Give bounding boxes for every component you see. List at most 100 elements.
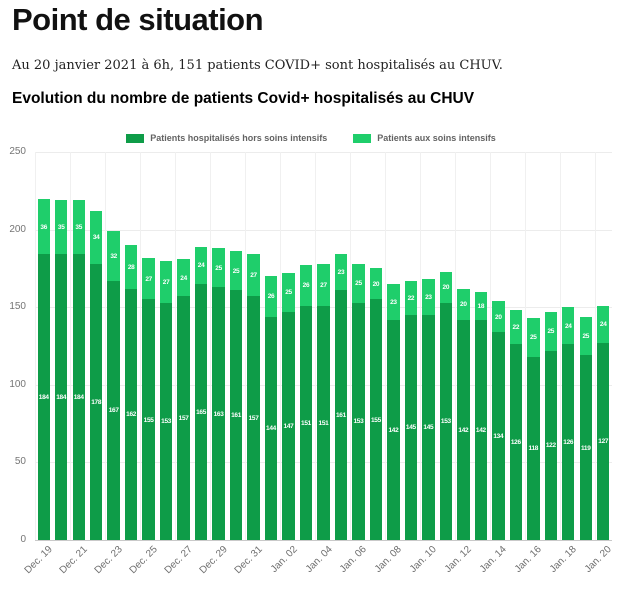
bar-segment-soins-intensifs[interactable] — [89, 210, 103, 264]
bar-value-label-si: 18 — [477, 302, 485, 310]
bar-value-label-hors-si: 127 — [598, 438, 609, 446]
bar-segment-hors-soins-intensifs[interactable] — [299, 305, 313, 540]
bar-segment-hors-soins-intensifs[interactable] — [124, 288, 138, 540]
bar-segment-hors-soins-intensifs[interactable] — [212, 287, 225, 540]
bar-segment-soins-intensifs[interactable] — [474, 291, 488, 320]
x-axis-tick-label: Dec. 27 — [162, 544, 195, 577]
bar-segment-hors-soins-intensifs[interactable] — [404, 314, 418, 540]
bar-value-label-si: 32 — [110, 252, 117, 260]
bar-value-label-si: 25 — [285, 289, 292, 297]
x-axis-tick-label: Jan. 20 — [583, 544, 615, 575]
x-axis-tick-label: Jan. 12 — [443, 544, 475, 575]
bar-segment-hors-soins-intensifs[interactable] — [352, 302, 365, 540]
bar-segment-hors-soins-intensifs[interactable] — [282, 311, 295, 540]
bar-segment-soins-intensifs[interactable] — [439, 271, 453, 303]
bar-segment-soins-intensifs[interactable] — [352, 263, 365, 303]
bar-segment-hors-soins-intensifs[interactable] — [492, 332, 505, 540]
bar-value-label-si: 20 — [495, 313, 502, 321]
x-axis-tick-label: Dec. 23 — [92, 544, 125, 577]
bar-segment-hors-soins-intensifs[interactable] — [457, 319, 470, 540]
bar-segment-hors-soins-intensifs[interactable] — [177, 296, 190, 540]
bar-segment-soins-intensifs[interactable] — [142, 257, 155, 300]
bar-segment-hors-soins-intensifs[interactable] — [579, 355, 592, 540]
bar-segment-soins-intensifs[interactable] — [404, 280, 418, 315]
bar-segment-hors-soins-intensifs[interactable] — [334, 290, 348, 540]
bar-segment-soins-intensifs[interactable] — [527, 318, 540, 357]
bar-segment-soins-intensifs[interactable] — [579, 316, 592, 356]
bar-value-label-hors-si: 153 — [353, 418, 364, 426]
x-axis-tick-label: Dec. 19 — [22, 544, 55, 577]
bar-segment-hors-soins-intensifs[interactable] — [229, 290, 243, 540]
x-axis-tick-label: Jan. 16 — [513, 544, 545, 575]
legend-item-soins-intensifs: Patients aux soins intensifs — [353, 133, 496, 143]
bar-segment-soins-intensifs[interactable] — [194, 246, 208, 284]
bar-value-label-si: 25 — [582, 332, 590, 340]
bar-segment-hors-soins-intensifs[interactable] — [142, 299, 155, 540]
bar-Jan. 17: 122 25 — [544, 152, 557, 540]
bar-segment-soins-intensifs[interactable] — [282, 273, 295, 312]
bar-segment-hors-soins-intensifs[interactable] — [544, 350, 557, 540]
chart-title: Evolution du nombre de patients Covid+ h… — [12, 90, 475, 107]
bar-segment-hors-soins-intensifs[interactable] — [474, 319, 488, 540]
legend-label: Patients aux soins intensifs — [377, 133, 496, 143]
bar-segment-hors-soins-intensifs[interactable] — [55, 254, 68, 540]
bar-segment-soins-intensifs[interactable] — [212, 248, 225, 288]
bar-Jan. 12: 142 20 — [457, 152, 470, 540]
bar-segment-hors-soins-intensifs[interactable] — [527, 356, 540, 540]
bar-segment-soins-intensifs[interactable] — [597, 305, 610, 343]
bar-segment-hors-soins-intensifs[interactable] — [509, 344, 523, 540]
bar-value-label-hors-si: 126 — [563, 439, 574, 447]
x-axis-tick-label: Jan. 06 — [338, 544, 370, 575]
x-gridline — [314, 152, 316, 540]
bar-value-label-hors-si: 184 — [56, 394, 67, 402]
bar-segment-soins-intensifs[interactable] — [247, 254, 260, 297]
bar-segment-hors-soins-intensifs[interactable] — [562, 344, 575, 540]
bar-value-label-si: 23 — [337, 269, 345, 277]
bar-segment-hors-soins-intensifs[interactable] — [317, 305, 330, 540]
bar-Dec. 19: 184 36 — [37, 152, 50, 540]
bar-segment-soins-intensifs[interactable] — [107, 231, 120, 281]
bar-segment-soins-intensifs[interactable] — [334, 254, 348, 291]
bar-segment-hors-soins-intensifs[interactable] — [107, 280, 120, 540]
bar-segment-soins-intensifs[interactable] — [55, 200, 68, 255]
x-axis-tick-label: Dec. 29 — [197, 544, 230, 577]
bar-value-label-si: 27 — [250, 272, 257, 280]
bar-value-label-hors-si: 151 — [301, 419, 311, 427]
bar-segment-soins-intensifs[interactable] — [457, 288, 470, 320]
bar-segment-soins-intensifs[interactable] — [492, 301, 505, 333]
bar-segment-hors-soins-intensifs[interactable] — [387, 319, 400, 540]
bar-segment-hors-soins-intensifs[interactable] — [369, 299, 383, 540]
bar-segment-hors-soins-intensifs[interactable] — [159, 302, 173, 540]
bar-segment-soins-intensifs[interactable] — [72, 200, 85, 255]
bar-value-label-si: 24 — [197, 262, 205, 270]
bar-segment-hors-soins-intensifs[interactable] — [422, 314, 435, 540]
bar-value-label-hors-si: 151 — [318, 419, 329, 427]
bar-segment-soins-intensifs[interactable] — [509, 310, 523, 345]
bar-segment-soins-intensifs[interactable] — [422, 279, 435, 315]
bar-segment-hors-soins-intensifs[interactable] — [439, 302, 453, 540]
bar-segment-hors-soins-intensifs[interactable] — [194, 283, 208, 540]
bar-segment-soins-intensifs[interactable] — [229, 251, 243, 291]
bar-segment-soins-intensifs[interactable] — [299, 265, 313, 306]
bar-segment-soins-intensifs[interactable] — [264, 276, 278, 317]
bar-segment-soins-intensifs[interactable] — [369, 268, 383, 300]
bar-segment-soins-intensifs[interactable] — [544, 311, 557, 351]
bar-value-label-hors-si: 147 — [283, 422, 294, 430]
bar-segment-soins-intensifs[interactable] — [159, 260, 173, 303]
bar-segment-hors-soins-intensifs[interactable] — [247, 296, 260, 540]
bar-segment-hors-soins-intensifs[interactable] — [37, 254, 50, 540]
bar-segment-hors-soins-intensifs[interactable] — [597, 342, 610, 540]
bar-value-label-si: 36 — [40, 223, 48, 231]
bar-segment-soins-intensifs[interactable] — [562, 307, 575, 345]
bar-segment-hors-soins-intensifs[interactable] — [72, 254, 85, 540]
bar-Jan. 10: 145 23 — [422, 152, 435, 540]
bar-Jan. 09: 145 22 — [404, 152, 418, 540]
bar-segment-soins-intensifs[interactable] — [124, 245, 138, 289]
bar-segment-hors-soins-intensifs[interactable] — [264, 316, 278, 540]
bar-Jan. 16: 118 25 — [527, 152, 540, 540]
bar-segment-soins-intensifs[interactable] — [37, 198, 50, 255]
bar-segment-soins-intensifs[interactable] — [317, 263, 330, 306]
bar-segment-soins-intensifs[interactable] — [177, 259, 190, 297]
bar-segment-hors-soins-intensifs[interactable] — [89, 263, 103, 540]
bar-segment-soins-intensifs[interactable] — [387, 283, 400, 320]
